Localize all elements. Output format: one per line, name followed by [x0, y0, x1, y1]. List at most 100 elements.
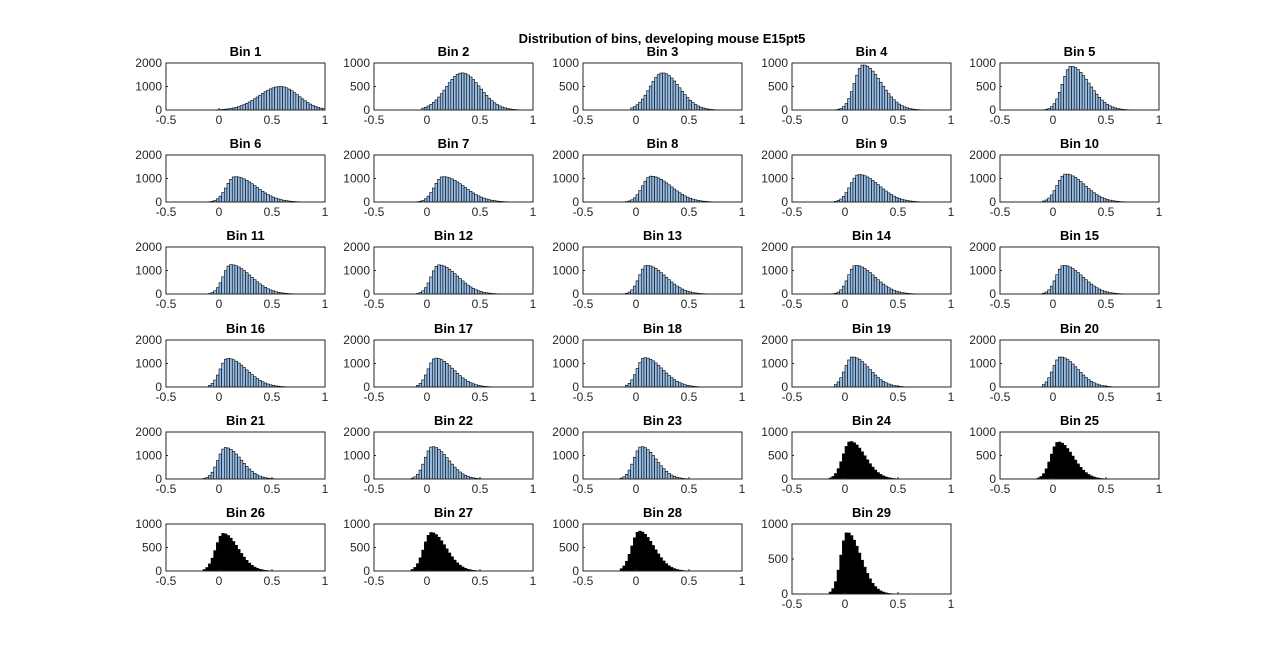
histogram-bar — [250, 565, 254, 572]
x-tick-label: 0.5 — [890, 390, 907, 404]
histogram-bar — [447, 365, 452, 388]
histogram-bar — [431, 446, 436, 480]
histogram-bar — [224, 447, 228, 480]
histogram-bar — [234, 360, 238, 388]
histogram-bar — [1060, 175, 1064, 203]
histogram-bar — [842, 371, 846, 388]
histogram-bar — [253, 185, 257, 203]
histogram-bar — [455, 562, 460, 572]
y-tick-label: 2000 — [969, 148, 996, 162]
histogram-bar — [208, 475, 212, 480]
histogram-bar — [1073, 366, 1078, 388]
x-tick-label: 0.5 — [681, 390, 698, 404]
histogram-bar — [426, 368, 430, 388]
histogram-bar — [466, 74, 470, 111]
histogram-bar — [437, 178, 441, 203]
x-tick-label: -0.5 — [364, 297, 385, 311]
y-tick-label: 0 — [155, 103, 162, 117]
histogram-bar — [453, 76, 457, 111]
x-tick-label: 0 — [216, 113, 223, 127]
histogram-bar — [442, 176, 446, 203]
x-tick-label: 0 — [1050, 113, 1057, 127]
histogram-bar — [455, 469, 460, 480]
histogram-bar — [474, 289, 478, 295]
y-tick-label: 1000 — [343, 172, 370, 186]
histogram-bar — [839, 554, 843, 595]
histogram-bar — [445, 267, 449, 295]
histogram-bar — [643, 94, 647, 111]
y-tick-label: 2000 — [343, 148, 370, 162]
histogram-bar — [1097, 288, 1102, 295]
y-tick-label: 0 — [572, 287, 579, 301]
histogram-bar — [849, 91, 854, 111]
x-tick-label: -0.5 — [990, 390, 1011, 404]
histogram-bar — [876, 472, 880, 480]
histogram-bar — [667, 279, 671, 295]
y-tick-label: 500 — [350, 541, 370, 555]
histogram-bar — [1071, 455, 1075, 480]
histogram-bar — [879, 281, 883, 295]
histogram-bar — [654, 458, 658, 480]
histogram-bar — [1087, 379, 1091, 388]
histogram-bar — [855, 74, 859, 111]
histogram-bar — [242, 556, 246, 572]
histogram-bar — [667, 473, 671, 480]
histogram-bar — [1055, 359, 1059, 388]
histogram-bar — [1071, 175, 1075, 203]
histogram-bar — [234, 265, 238, 295]
y-tick-label: 0 — [781, 287, 788, 301]
x-tick-label: -0.5 — [782, 482, 803, 496]
y-tick-label: 1000 — [761, 517, 788, 531]
x-tick-label: -0.5 — [156, 390, 177, 404]
histogram-bar — [849, 356, 854, 388]
histogram-bar — [237, 456, 241, 480]
x-tick-label: 1 — [739, 297, 746, 311]
histogram-bar — [836, 468, 840, 480]
histogram-bar — [1068, 361, 1072, 388]
histogram-bar — [630, 289, 634, 295]
histogram-bar — [678, 192, 682, 203]
histogram-bar — [274, 197, 278, 203]
histogram-bar — [1047, 461, 1051, 480]
histogram-bar — [855, 545, 859, 595]
histogram-bar — [1047, 197, 1051, 203]
histogram-bar — [852, 177, 856, 203]
histogram-bar — [664, 182, 669, 203]
histogram-bar — [1095, 287, 1099, 295]
panel-title: Bin 3 — [647, 44, 679, 59]
histogram-bar — [635, 368, 639, 388]
histogram-bar — [458, 564, 462, 572]
y-tick-label: 2000 — [969, 240, 996, 254]
panel-title: Bin 12 — [434, 228, 473, 243]
y-tick-label: 2000 — [135, 148, 162, 162]
histogram-bar — [1063, 173, 1067, 203]
x-tick-label: 1 — [1156, 113, 1163, 127]
x-tick-label: 0 — [424, 390, 431, 404]
histogram-bar — [263, 287, 267, 295]
histogram-bar — [1100, 99, 1104, 111]
y-tick-label: 1000 — [552, 264, 579, 278]
histogram-bar — [656, 553, 661, 572]
histogram-bar — [1073, 67, 1078, 111]
histogram-bar — [442, 544, 446, 572]
x-tick-label: -0.5 — [364, 113, 385, 127]
histogram-bar — [1068, 266, 1072, 295]
histogram-bar — [210, 557, 215, 572]
histogram-bar — [860, 266, 864, 295]
x-tick-label: 0.5 — [472, 390, 489, 404]
histogram-bar — [857, 68, 862, 111]
histogram-bar — [670, 474, 674, 480]
x-tick-label: -0.5 — [156, 574, 177, 588]
histogram-bar — [630, 463, 634, 480]
histogram-bar — [630, 379, 634, 388]
histogram-bar — [429, 192, 433, 203]
histogram-bar — [1084, 78, 1088, 111]
histogram-bar — [418, 557, 422, 572]
histogram-bar — [656, 462, 661, 480]
histogram-bar — [247, 101, 252, 111]
